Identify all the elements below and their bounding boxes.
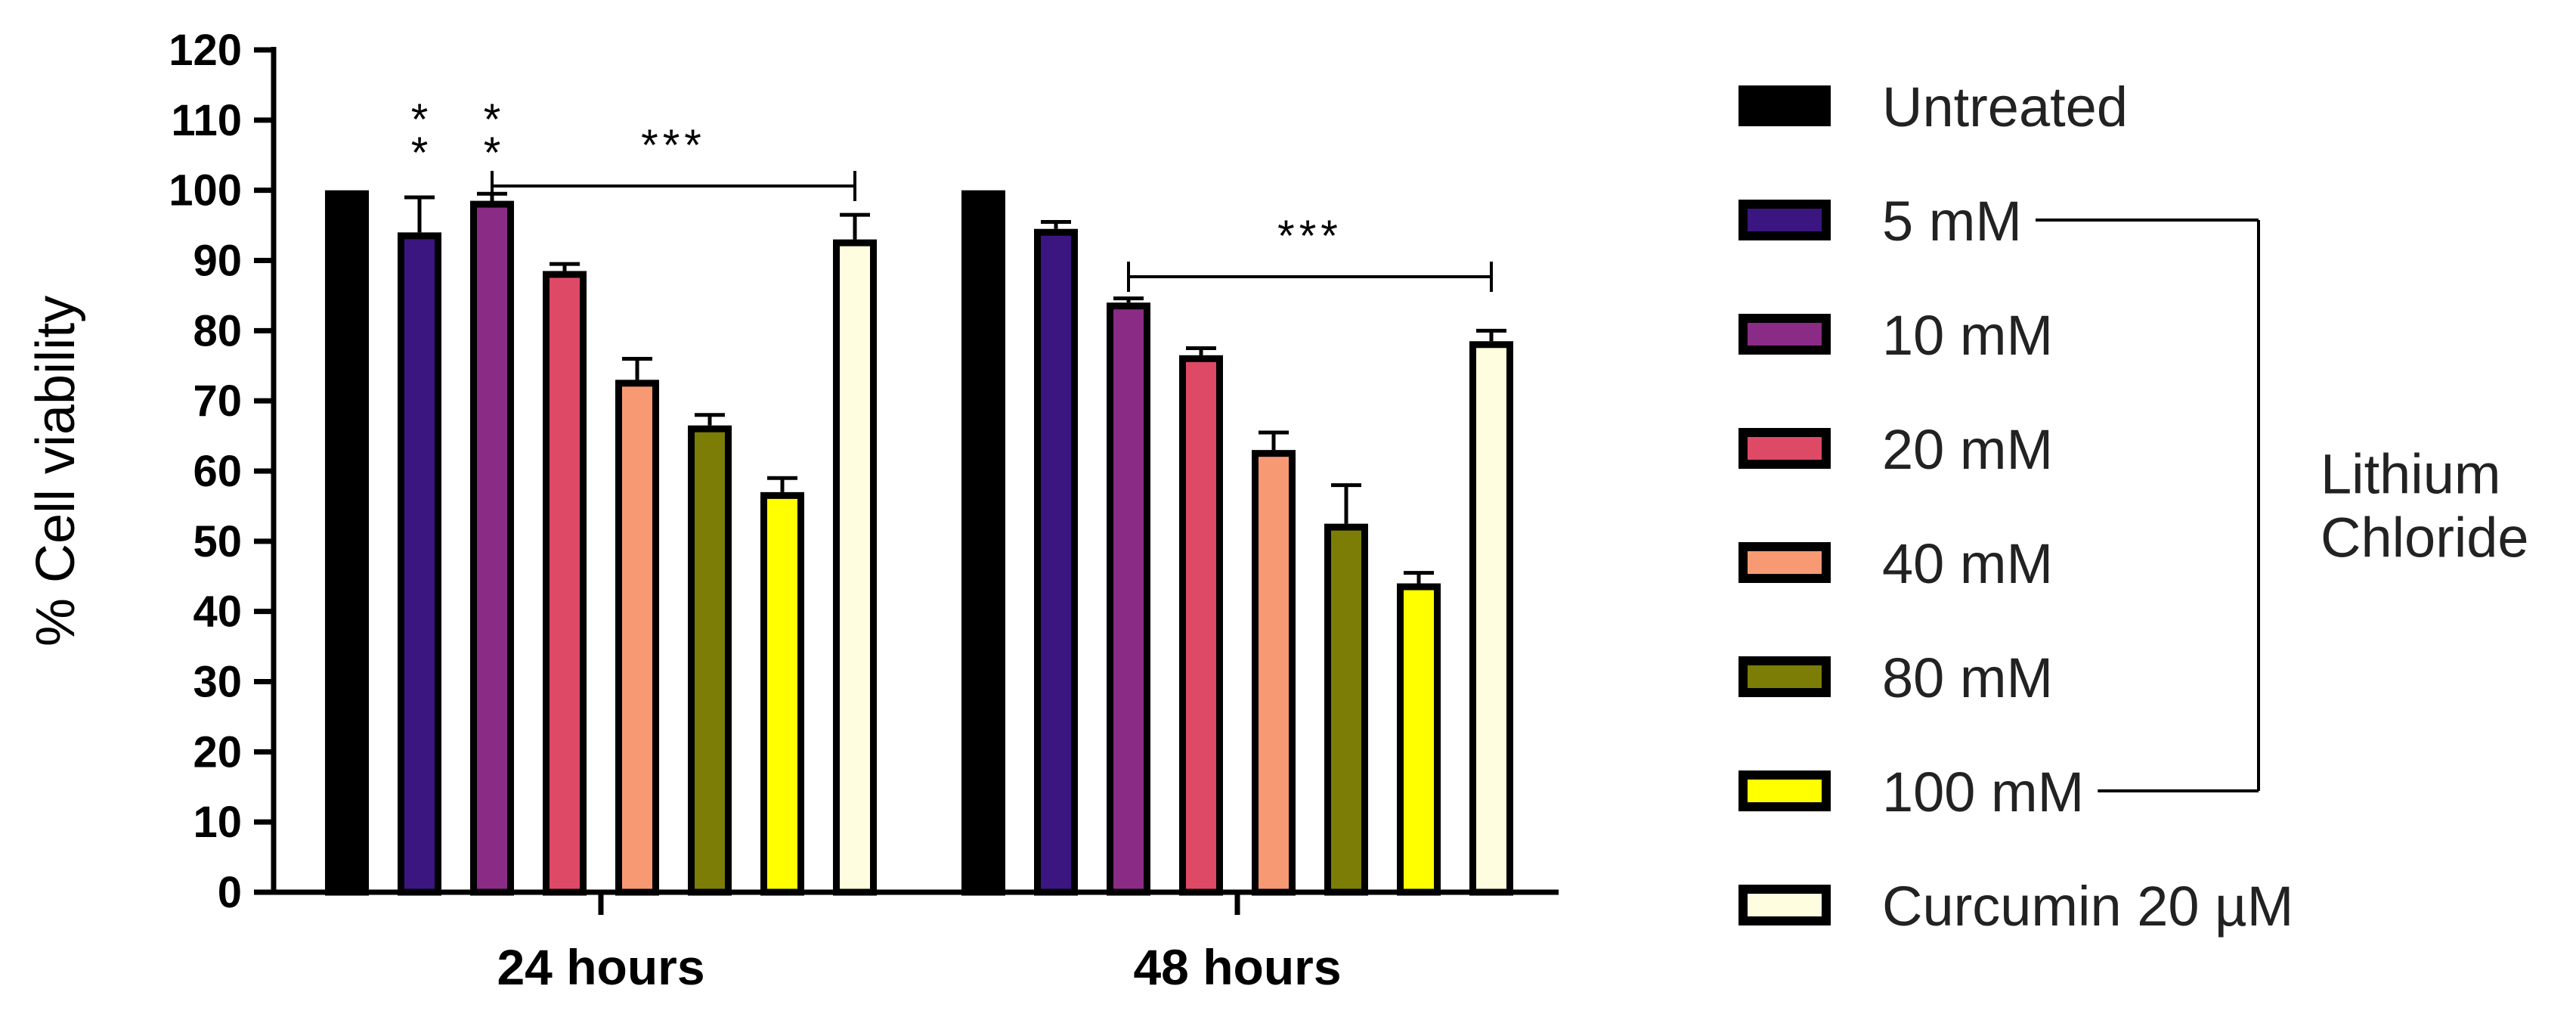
legend-label: 80 mM bbox=[1882, 646, 2053, 709]
legend-label: 20 mM bbox=[1882, 418, 2053, 481]
legend-label: 40 mM bbox=[1882, 532, 2053, 595]
legend-swatch bbox=[1738, 885, 1831, 925]
legend-swatch bbox=[1738, 656, 1831, 697]
y-tick-label: 40 bbox=[193, 588, 242, 637]
x-category-label: 24 hours bbox=[497, 939, 704, 995]
bar bbox=[1034, 228, 1078, 896]
y-tick-label: 110 bbox=[171, 96, 242, 145]
bar bbox=[1469, 341, 1513, 896]
y-tick-label: 50 bbox=[193, 517, 242, 566]
y-axis-label: % Cell viability bbox=[26, 296, 86, 646]
bar bbox=[1252, 450, 1296, 896]
y-tick-label: 120 bbox=[169, 26, 242, 75]
y-tick-label: 80 bbox=[193, 306, 242, 355]
bar bbox=[961, 190, 1005, 896]
legend-label: Curcumin 20 µM bbox=[1882, 875, 2293, 938]
y-tick-label: 30 bbox=[193, 658, 242, 707]
bar bbox=[325, 190, 369, 896]
bars bbox=[325, 190, 1513, 896]
axes: 0 10 20 30 40 50 60 70 80 90 100 110 120 24 hours 48 h… bbox=[169, 26, 1559, 995]
significance-markers: **** ****** bbox=[411, 95, 1493, 292]
significance-star: * bbox=[411, 129, 429, 178]
legend-swatch bbox=[1738, 314, 1831, 355]
significance-star: * bbox=[411, 95, 429, 144]
legend-group-label: Lithium Chloride bbox=[2321, 443, 2529, 569]
legend-swatch bbox=[1738, 428, 1831, 469]
y-tick-label: 10 bbox=[193, 798, 242, 847]
x-category-label: 48 hours bbox=[1133, 939, 1341, 995]
bar bbox=[615, 380, 659, 896]
y-tick-label: 90 bbox=[193, 237, 242, 286]
bar bbox=[1179, 355, 1223, 896]
y-tick-label: 0 bbox=[218, 868, 242, 917]
bar bbox=[688, 425, 732, 896]
bar bbox=[760, 491, 804, 896]
legend: Untreated 5 mM 10 mM 20 mM 40 mM 80 mM 100 mM C… bbox=[1738, 76, 2529, 938]
bar bbox=[833, 239, 877, 896]
legend-label: 10 mM bbox=[1882, 304, 2053, 367]
significance-label: *** bbox=[1277, 212, 1342, 261]
legend-label: Untreated bbox=[1882, 76, 2128, 138]
bar bbox=[543, 271, 587, 896]
legend-swatch bbox=[1738, 542, 1831, 583]
legend-swatch bbox=[1738, 85, 1831, 126]
y-tick-label: 20 bbox=[193, 727, 242, 777]
significance-label: *** bbox=[641, 121, 706, 170]
y-tick-label: 60 bbox=[193, 447, 242, 496]
bar bbox=[470, 200, 514, 896]
bar bbox=[398, 232, 441, 896]
y-tick-label: 70 bbox=[193, 377, 242, 426]
legend-swatch bbox=[1738, 770, 1831, 811]
legend-swatch bbox=[1738, 200, 1831, 240]
legend-label: 100 mM bbox=[1882, 761, 2084, 823]
bar bbox=[1324, 523, 1368, 896]
legend-label: 5 mM bbox=[1882, 190, 2022, 253]
bar bbox=[1107, 302, 1150, 896]
bar bbox=[1397, 583, 1441, 896]
significance-star: * bbox=[484, 95, 501, 144]
significance-star: * bbox=[484, 129, 501, 178]
y-tick-label: 100 bbox=[169, 166, 242, 215]
